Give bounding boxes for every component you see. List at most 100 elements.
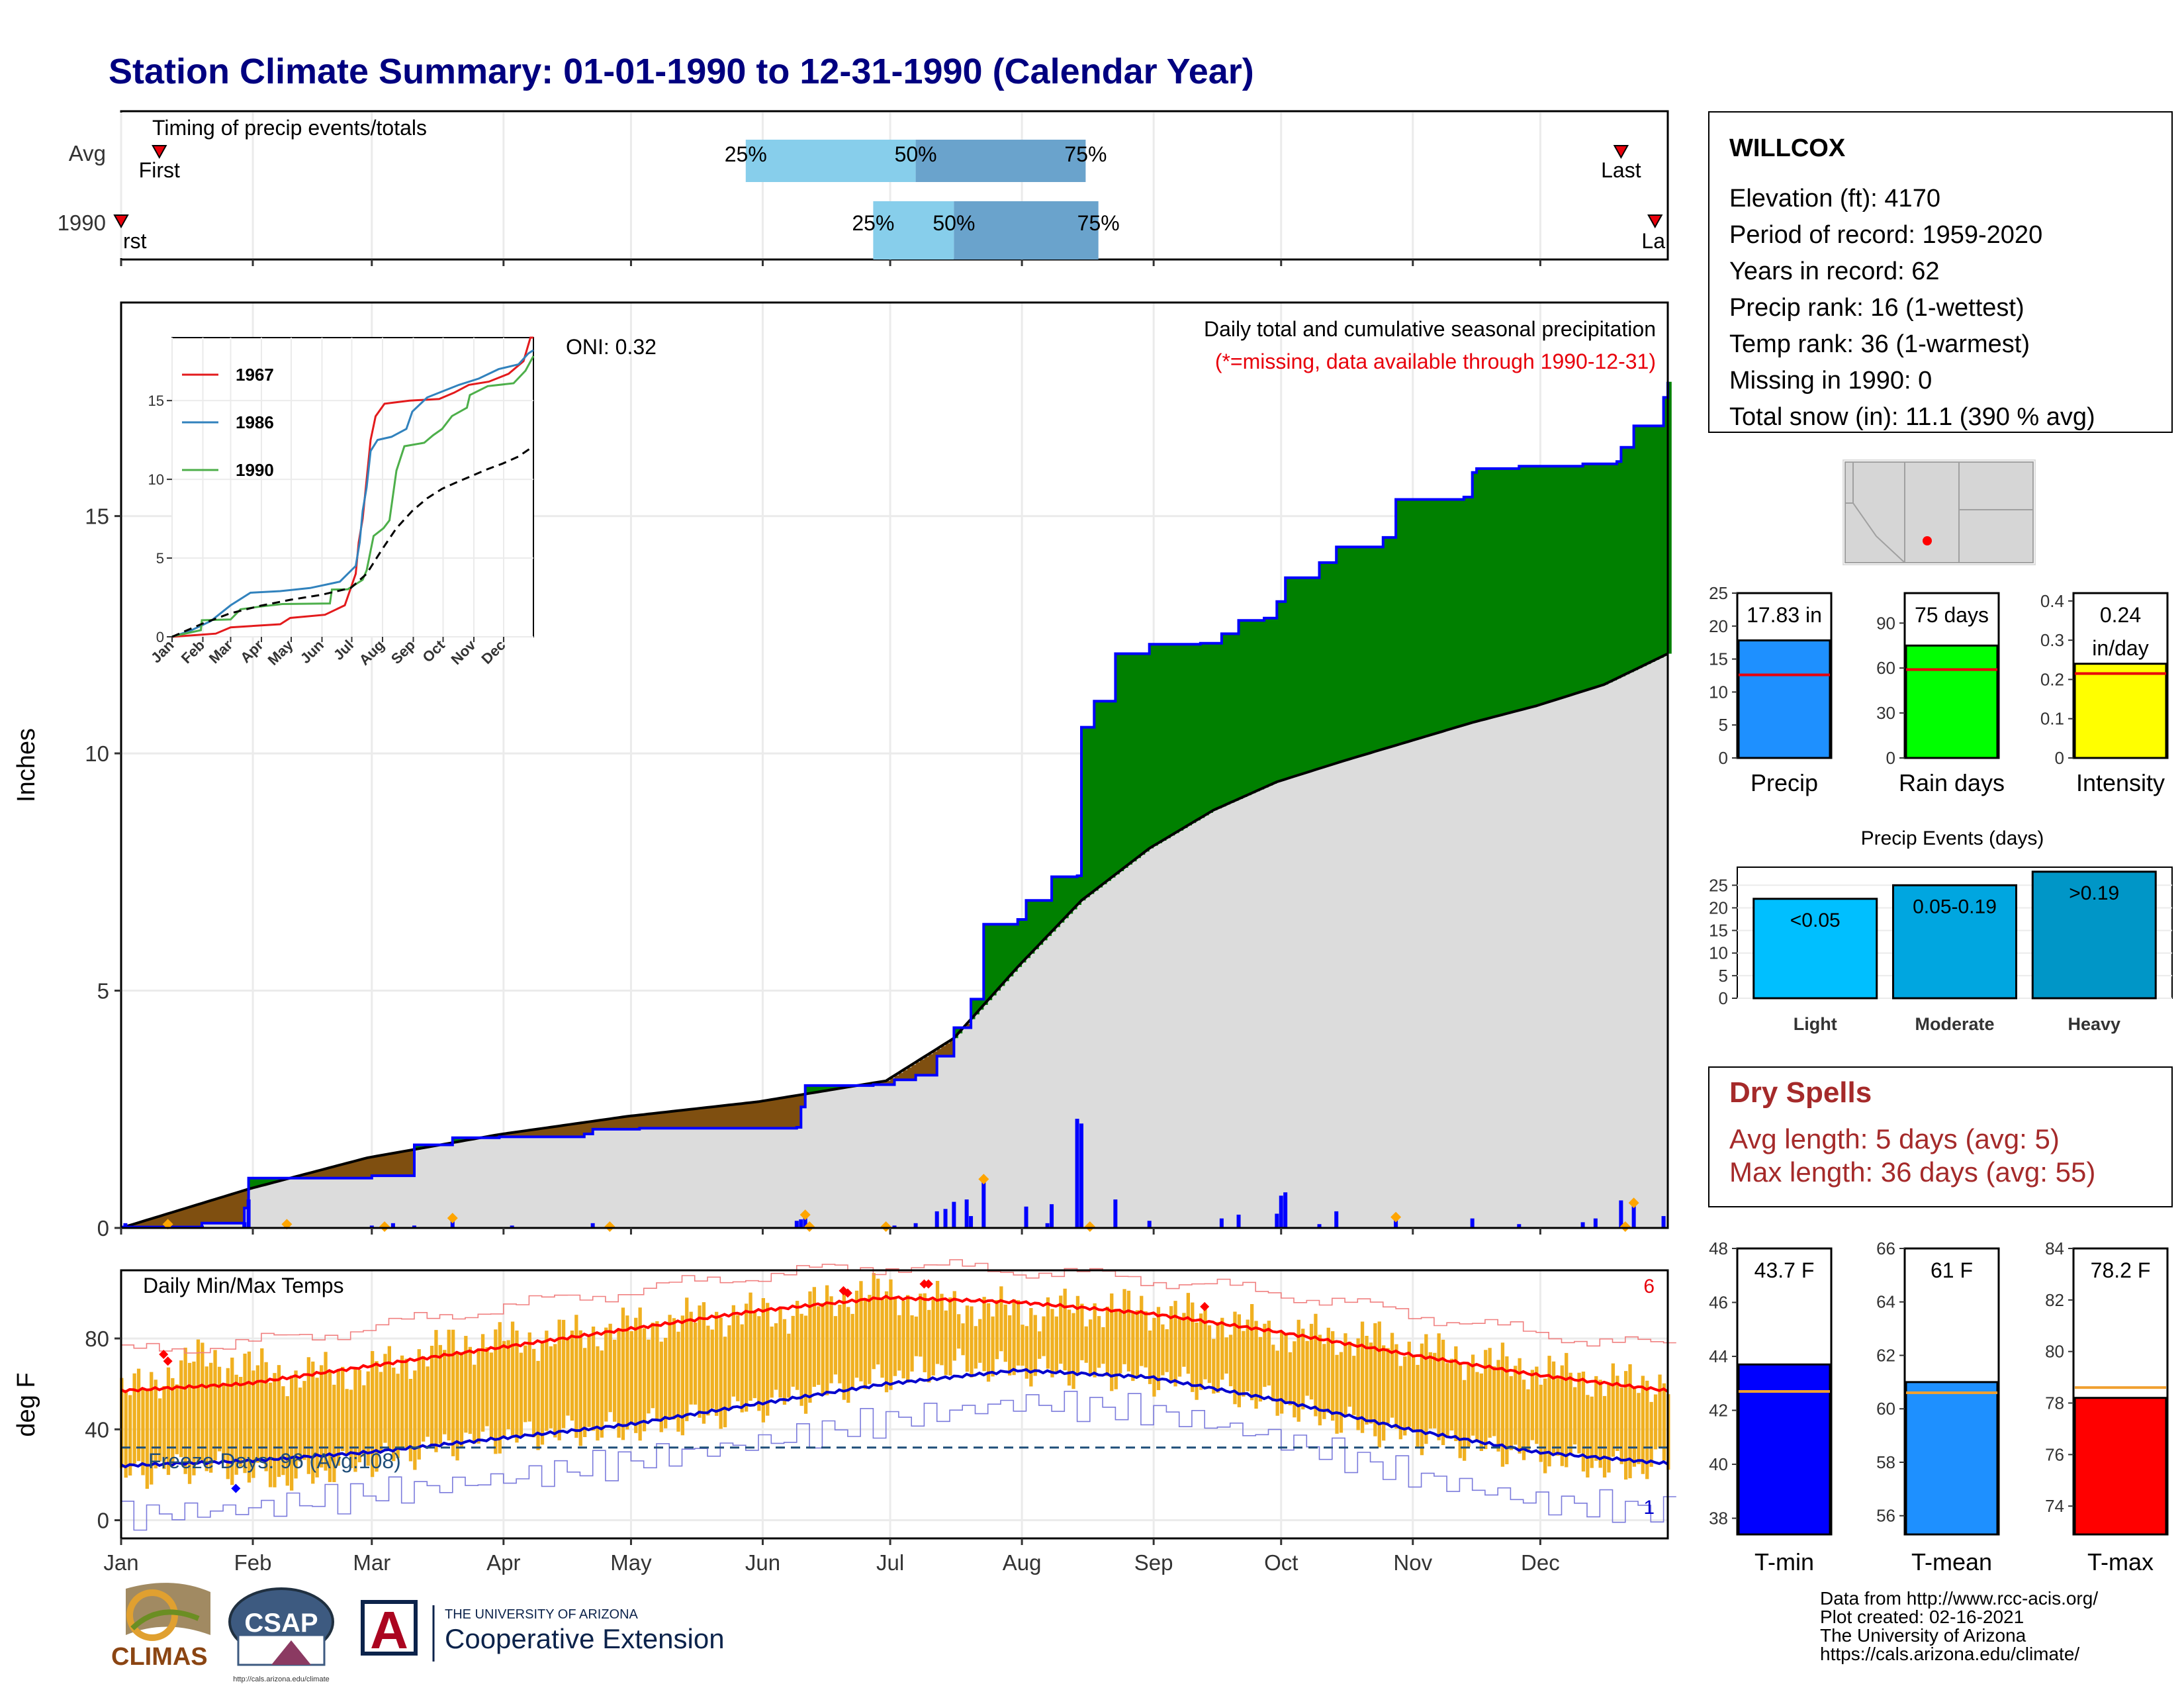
summary-bar-t-max [2073,1397,2167,1536]
precip-events-title: Precip Events (days) [1861,827,2044,849]
month-label-nov: Nov [1393,1550,1432,1575]
dry-spells-avg: Avg length: 5 days (avg: 5) [1729,1123,2060,1154]
events-category-label-heavy: Heavy [2068,1014,2120,1034]
daily-precip-bar-14 [803,1216,807,1228]
footer: Data from http://www.rcc-acis.org/ Plot … [1820,1588,2098,1664]
summary-ytick-label-t-max-74: 74 [2045,1496,2064,1516]
timing-year-q50-label: 50% [933,211,975,235]
daily-precip-bar-24 [1045,1223,1050,1228]
freeze-days-label: Freeze Days: 96 (Avg:108) [148,1449,401,1473]
snow-day-marker-9 [1084,1221,1095,1232]
summary-ytick-label-t-mean-66: 66 [1876,1239,1895,1258]
precip-ytick-label-0: 0 [97,1216,109,1241]
summary-category-label-rain-days: Rain days [1899,769,2005,796]
daily-precip-bar-7 [390,1223,395,1228]
inset-ytick-label-0: 0 [156,629,164,645]
footer-line-university: The University of Arizona [1820,1625,2026,1646]
snow-day-marker-10 [1390,1211,1402,1223]
inset-legend-label-1967: 1967 [236,365,274,385]
summary-category-label-t-min: T-min [1754,1548,1814,1575]
average-max-line [120,1294,1669,1393]
timing-year-last-marker [1647,214,1663,229]
ua-logo-small-text: THE UNIVERSITY OF ARIZONA [445,1607,639,1622]
record-min-line [121,1391,1676,1531]
dry-spells-box: Dry Spells Avg length: 5 days (avg: 5) M… [1708,1066,2173,1207]
timing-avg-first-marker [152,145,167,160]
daily-precip-bar-21 [969,1216,974,1228]
precip-ytick-label-5: 5 [97,979,109,1004]
average-cumulative-area [121,653,1668,1228]
station-line-period: Period of record: 1959-2020 [1729,221,2042,249]
summary-ytick-label-rain-days-90: 90 [1876,613,1895,633]
temp-ytick-label-80: 80 [85,1327,109,1351]
events-bar-light [1752,898,1878,1000]
precip-ylabel: Inches [13,728,40,802]
summary-ytick-label-precip-5: 5 [1719,715,1728,735]
summary-category-label-precip: Precip [1751,769,1818,796]
inset-ytick-label-15: 15 [148,393,164,409]
events-bar-heavy [2031,870,2157,1000]
summary-ytick-label-t-mean-64: 64 [1876,1292,1895,1312]
record-temp-marker-7 [1200,1301,1210,1311]
average-min-line [120,1368,1669,1469]
summary-bar-t-min [1737,1363,1831,1536]
summary-ytick-label-t-min-40: 40 [1709,1454,1728,1474]
ua-logo-mark: A [370,1601,408,1660]
record-temp-marker-0 [159,1349,169,1359]
summary-ytick-label-t-min-38: 38 [1709,1509,1728,1528]
summary-ytick-label-t-min-44: 44 [1709,1346,1728,1366]
daily-precip-bar-31 [1236,1214,1241,1228]
events-bar-moderate [1892,884,2017,1000]
footer-line-created: Plot created: 02-16-2021 [1820,1607,2024,1627]
snow-day-marker-12 [1628,1197,1639,1209]
daily-precip-bar-29 [1147,1221,1152,1228]
snow-day-marker-2 [379,1221,390,1232]
daily-precip-bar-38 [1470,1218,1475,1228]
month-label-oct: Oct [1264,1550,1298,1575]
events-category-label-light: Light [1794,1014,1837,1034]
daily-precip-bar-26 [1075,1119,1079,1228]
snow-day-marker-7 [880,1221,891,1232]
dry-spells-title: Dry Spells [1729,1076,1872,1109]
climas-logo-text: CLIMAS [111,1643,208,1671]
daily-precip-bar-40 [1580,1222,1585,1228]
month-label-sep: Sep [1134,1550,1173,1575]
summary-category-label-intensity: Intensity [2076,769,2165,796]
snow-day-marker-8 [978,1174,989,1185]
summary-value-label-intensity: 0.24 in/day [2092,603,2148,660]
month-label-jan: Jan [103,1550,138,1575]
summary-ytick-label-precip-15: 15 [1709,649,1728,669]
record-temp-marker-2 [231,1483,241,1493]
month-label-dec: Dec [1521,1550,1560,1575]
month-label-jul: Jul [876,1550,904,1575]
daily-precip-bar-3 [242,1222,247,1228]
summary-bar-intensity [2073,663,2167,759]
temp-ytick-label-0: 0 [97,1509,109,1533]
daily-precip-bar-19 [952,1201,956,1228]
summary-value-label-precip: 17.83 in [1747,603,1822,627]
daily-precip-bar-8 [412,1225,417,1228]
events-ytick-label-20: 20 [1709,898,1728,917]
daily-precip-bar-23 [1024,1206,1028,1228]
month-label-mar: Mar [353,1550,390,1575]
summary-ytick-label-intensity-0.4: 0.4 [2040,591,2064,611]
daily-precip-bar-17 [934,1211,939,1228]
page-title: Station Climate Summary: 01-01-1990 to 1… [109,52,1254,91]
daily-precip-bar-4 [246,1199,251,1228]
csap-logo-text: CSAP [244,1609,318,1638]
precip-subtitle: (*=missing, data available through 1990-… [1215,350,1656,373]
station-name: WILLCOX [1729,134,1846,162]
daily-precip-bar-10 [510,1225,514,1228]
daily-precip-bar-27 [1079,1123,1083,1228]
summary-value-label-t-min: 43.7 F [1754,1258,1815,1282]
dry-spells-max: Max length: 36 days (avg: 55) [1729,1156,2095,1188]
locator-map [1843,459,2036,565]
station-line-missing: Missing in 1990: 0 [1729,367,1932,395]
timing-title: Timing of precip events/totals [152,116,427,140]
snow-day-marker-5 [799,1209,811,1221]
daily-precip-bar-6 [369,1225,374,1228]
temperature-panel: 0 40 80 deg F Daily Min/Max Temps Freeze D… [13,1259,1676,1540]
timing-row-avg: Avg [69,141,106,165]
